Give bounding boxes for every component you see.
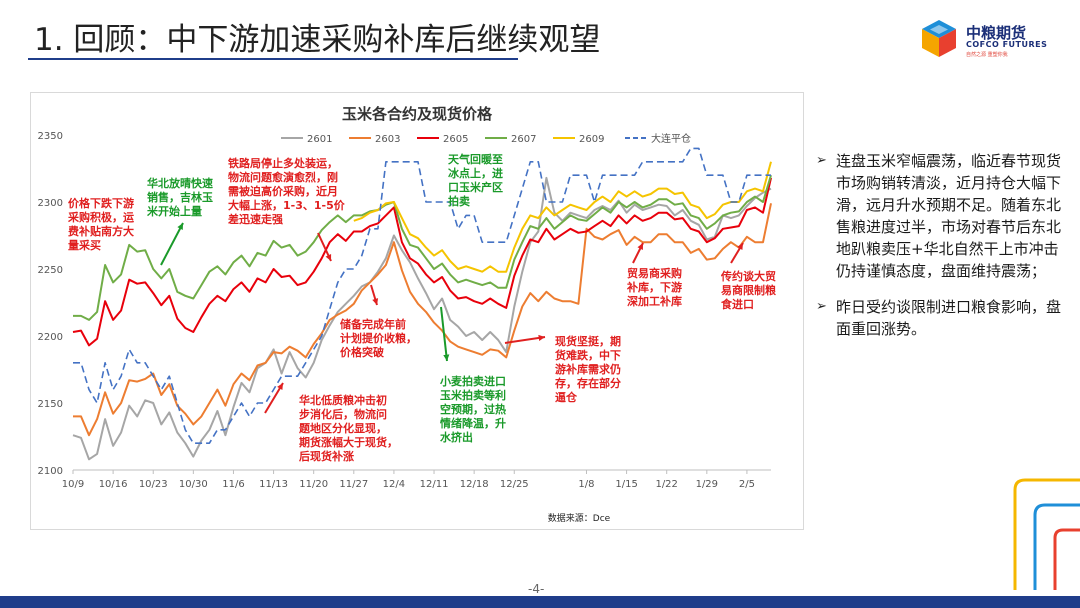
legend-label: 2603	[375, 134, 400, 145]
series-line-2609	[353, 161, 772, 273]
chart-legend: 2601 2603 2605 2607 2609 大连平仓	[281, 132, 691, 145]
arrow-bullet-icon: ➢	[816, 299, 827, 314]
arrow-head	[325, 254, 332, 261]
arrow-shaft	[504, 336, 546, 344]
annotation-arrow	[632, 242, 644, 264]
annotation-text: 传约谈大贸易商限制粮食进口	[720, 269, 776, 311]
company-logo: 中粮期货 COFCO FUTURES 自然之源 重塑你我	[918, 16, 1058, 60]
chart-source: 数据来源：Dce	[548, 512, 611, 524]
x-tick-label: 11/27	[339, 479, 368, 490]
bullet-list: ➢ 连盘玉米窄幅震荡，临近春节现货市场购销转清淡，近月持仓大幅下滑，远月升水预期…	[814, 150, 1064, 354]
slide-title: 1. 回顾：中下游加速采购补库后继续观望	[34, 22, 601, 58]
x-tick-label: 10/16	[99, 479, 128, 490]
x-tick-label: 1/22	[655, 479, 677, 490]
x-tick-label: 12/25	[500, 479, 529, 490]
x-tick-label: 1/15	[615, 479, 637, 490]
legend-label: 2601	[307, 134, 332, 145]
x-tick-label: 10/30	[179, 479, 208, 490]
arrow-head	[538, 334, 545, 341]
annotation-text: 华北放晴快速销售，吉林玉米开始上量	[146, 176, 213, 218]
x-tick-label: 1/8	[578, 479, 594, 490]
footer-bar	[0, 596, 1080, 608]
logo-name-en: COFCO FUTURES	[966, 40, 1048, 49]
series-line-2603	[73, 203, 772, 437]
logo-tagline: 自然之源 重塑你我	[966, 52, 1008, 58]
annotation-arrow	[264, 382, 284, 414]
corn-price-chart: 玉米各合约及现货价格 2601 2603 2605 2607 2609 大连平仓 2100…	[38, 105, 776, 524]
annotation-text: 小麦拍卖进口玉米拍卖等利空预期，过热情绪降温，升水挤出	[439, 374, 506, 444]
annotation-arrow	[504, 334, 546, 344]
series-line-2601	[72, 176, 772, 461]
chart-axes: 2100 2150 2200 2250 2300 2350 10/9 10/16 10/23 10…	[38, 131, 771, 490]
x-tick-label: 11/13	[259, 479, 288, 490]
annotation-text: 贸易商采购补库，下游深加工补库	[626, 266, 682, 308]
legend-label: 大连平仓	[651, 132, 691, 145]
annotation-text: 天气回暖至冰点上，进口玉米产区拍卖	[448, 152, 503, 208]
annotation-arrow	[730, 242, 744, 264]
series-line-2607	[73, 174, 772, 321]
bullet-text: 连盘玉米窄幅震荡，临近春节现货市场购销转清淡，近月持仓大幅下滑，远月升水预期不足…	[836, 152, 1062, 280]
corner-decoration	[1013, 478, 1080, 590]
chart-series	[72, 147, 772, 461]
arrow-head	[737, 243, 743, 250]
arrow-head	[177, 223, 183, 230]
y-tick-label: 2100	[38, 466, 63, 477]
bullet-item: ➢ 连盘玉米窄幅震荡，临近春节现货市场购销转清淡，近月持仓大幅下滑，远月升水预期…	[814, 150, 1064, 282]
chart-frame: 玉米各合约及现货价格 2601 2603 2605 2607 2609 大连平仓 2100…	[30, 92, 804, 530]
chart-annotations: 价格下跌下游采购积极，运费补贴南方大量采买华北放晴快速销售，吉林玉米开始上量铁路…	[67, 152, 776, 463]
legend-label: 2609	[579, 134, 604, 145]
annotation-arrow	[160, 222, 184, 266]
x-tick-label: 11/6	[222, 479, 244, 490]
x-tick-label: 12/11	[420, 479, 449, 490]
chart-title: 玉米各合约及现货价格	[342, 105, 493, 123]
logo-name-cn: 中粮期货	[966, 24, 1027, 42]
bullet-text: 昨日受约谈限制进口粮食影响，盘面重回涨势。	[836, 298, 1062, 338]
x-tick-label: 2/5	[739, 479, 755, 490]
x-tick-label: 10/23	[139, 479, 168, 490]
arrow-shaft	[440, 306, 448, 362]
annotation-text: 现货坚挺，期货难跌，中下游补库需求仍存，存在部分逼仓	[554, 334, 621, 404]
annotation-arrow	[370, 284, 379, 306]
annotation-text: 储备完成年前计划提价收粮，价格突破	[340, 317, 417, 359]
annotation-text: 铁路局停止多处装运，物流问题愈演愈烈，刚需被迫高价采购，近月大幅上涨，1-3、1…	[228, 156, 346, 226]
y-tick-label: 2200	[38, 332, 63, 343]
arrow-head	[443, 354, 450, 361]
arrow-bullet-icon: ➢	[816, 153, 827, 168]
x-tick-label: 10/9	[62, 479, 84, 490]
arrow-head	[277, 383, 283, 390]
arrow-shaft	[160, 222, 184, 266]
series-line-2605	[72, 177, 772, 347]
series-line-大连平仓	[73, 147, 771, 444]
y-tick-label: 2300	[38, 198, 63, 209]
y-tick-label: 2350	[38, 131, 63, 142]
legend-label: 2607	[511, 134, 536, 145]
legend-label: 2605	[443, 134, 468, 145]
arrow-head	[372, 298, 379, 305]
annotation-text: 华北低质粮冲击初步消化后，物流问题地区分化显现，期货涨幅大于现货，后现货补涨	[299, 393, 398, 463]
x-tick-label: 11/20	[299, 479, 328, 490]
annotation-text: 价格下跌下游采购积极，运费补贴南方大量采买	[67, 196, 134, 252]
logo-cube-icon	[922, 20, 956, 57]
page-number: -4-	[528, 582, 545, 596]
annotation-arrow	[317, 232, 332, 262]
annotation-arrow	[440, 306, 450, 362]
title-underline	[28, 58, 518, 60]
bullet-item: ➢ 昨日受约谈限制进口粮食影响，盘面重回涨势。	[814, 296, 1064, 340]
y-tick-label: 2150	[38, 399, 63, 410]
x-tick-label: 1/29	[696, 479, 718, 490]
arrow-head	[637, 243, 643, 250]
x-tick-label: 12/4	[383, 479, 405, 490]
y-tick-label: 2250	[38, 265, 63, 276]
x-tick-label: 12/18	[460, 479, 489, 490]
